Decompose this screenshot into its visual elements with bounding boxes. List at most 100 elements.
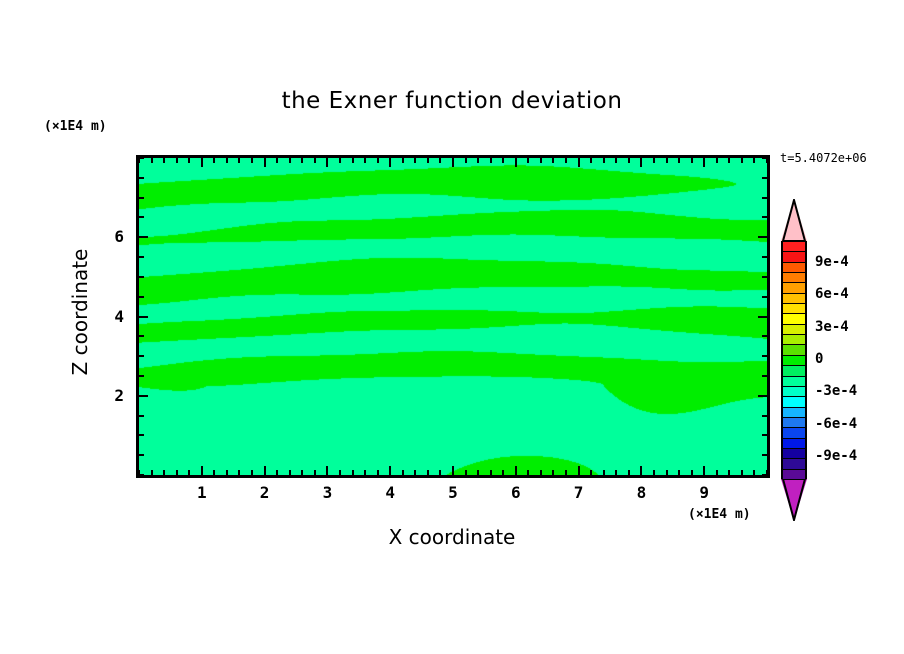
y-tick-minor-right bbox=[762, 296, 767, 298]
x-tick-major-top bbox=[389, 158, 391, 167]
y-tick-minor bbox=[139, 335, 144, 337]
colorbar-tick-label: 6e-4 bbox=[815, 286, 849, 303]
x-tick-minor-top bbox=[502, 158, 504, 163]
y-tick-minor bbox=[139, 197, 144, 199]
x-tick-minor bbox=[427, 470, 429, 475]
colorbar-tick-label: -3e-4 bbox=[815, 383, 858, 400]
x-tick-minor bbox=[377, 470, 379, 475]
x-tick-minor bbox=[402, 470, 404, 475]
x-tick-minor-top bbox=[603, 158, 605, 163]
x-tick-minor bbox=[176, 470, 178, 475]
y-tick-major bbox=[139, 395, 148, 397]
x-tick-major-top bbox=[578, 158, 580, 167]
x-tick-minor bbox=[151, 470, 153, 475]
x-tick-minor bbox=[766, 470, 768, 475]
y-tick-minor-right bbox=[762, 454, 767, 456]
x-tick-label: 3 bbox=[322, 483, 333, 502]
x-tick-minor-top bbox=[301, 158, 303, 163]
x-tick-minor bbox=[490, 470, 492, 475]
y-axis-title: Z coordinate bbox=[68, 248, 92, 376]
x-tick-minor bbox=[301, 470, 303, 475]
x-tick-label: 9 bbox=[699, 483, 709, 502]
x-tick-minor-top bbox=[691, 158, 693, 163]
x-tick-label: 8 bbox=[636, 483, 647, 502]
y-tick-minor bbox=[139, 355, 144, 357]
x-tick-minor bbox=[615, 470, 617, 475]
x-tick-minor bbox=[691, 470, 693, 475]
x-tick-minor bbox=[666, 470, 668, 475]
y-tick-label: 4 bbox=[114, 306, 124, 326]
y-tick-minor-right bbox=[762, 415, 767, 417]
y-tick-minor-right bbox=[762, 375, 767, 377]
x-tick-minor bbox=[352, 470, 354, 475]
x-tick-minor-top bbox=[741, 158, 743, 163]
x-tick-minor-top bbox=[615, 158, 617, 163]
x-tick-label: 5 bbox=[448, 483, 458, 502]
x-tick-minor-top bbox=[289, 158, 291, 163]
y-tick-major bbox=[139, 316, 148, 318]
x-tick-minor-top bbox=[628, 158, 630, 163]
x-tick-major-top bbox=[515, 158, 517, 167]
y-tick-minor bbox=[139, 454, 144, 456]
x-tick-minor-top bbox=[377, 158, 379, 163]
y-tick-minor-right bbox=[762, 434, 767, 436]
x-tick-label: 7 bbox=[573, 483, 584, 502]
x-tick-major-top bbox=[201, 158, 203, 167]
x-tick-minor bbox=[238, 470, 240, 475]
y-tick-label: 6 bbox=[114, 227, 124, 247]
x-tick-minor-top bbox=[238, 158, 240, 163]
x-tick-minor bbox=[565, 470, 567, 475]
time-annotation: t=5.4072e+06 bbox=[780, 151, 867, 165]
y-tick-minor-right bbox=[762, 355, 767, 357]
x-tick-minor-top bbox=[465, 158, 467, 163]
y-tick-minor bbox=[139, 216, 144, 218]
x-tick-minor bbox=[603, 470, 605, 475]
x-tick-minor-top bbox=[314, 158, 316, 163]
y-tick-minor bbox=[139, 256, 144, 258]
x-tick-minor-top bbox=[402, 158, 404, 163]
x-tick-major bbox=[452, 466, 454, 475]
y-tick-minor bbox=[139, 276, 144, 278]
x-tick-minor-top bbox=[565, 158, 567, 163]
colorbar-tick-label: 0 bbox=[815, 351, 824, 367]
x-tick-major bbox=[703, 466, 705, 475]
y-tick-major bbox=[139, 236, 148, 238]
x-tick-minor-top bbox=[552, 158, 554, 163]
x-tick-minor-top bbox=[251, 158, 253, 163]
y-tick-major-right bbox=[758, 316, 767, 318]
y-tick-minor bbox=[139, 474, 144, 476]
x-tick-minor-top bbox=[276, 158, 278, 163]
x-tick-minor-top bbox=[339, 158, 341, 163]
x-tick-minor-top bbox=[766, 158, 768, 163]
x-tick-minor-top bbox=[653, 158, 655, 163]
x-tick-major bbox=[201, 466, 203, 475]
x-tick-major bbox=[578, 466, 580, 475]
y-tick-minor-right bbox=[762, 197, 767, 199]
x-tick-minor bbox=[753, 470, 755, 475]
y-tick-minor bbox=[139, 177, 144, 179]
x-tick-minor-top bbox=[364, 158, 366, 163]
x-tick-minor bbox=[540, 470, 542, 475]
y-tick-major-right bbox=[758, 395, 767, 397]
x-tick-minor-top bbox=[728, 158, 730, 163]
x-tick-minor-top bbox=[163, 158, 165, 163]
x-tick-label: 6 bbox=[510, 483, 521, 502]
x-tick-minor-top bbox=[427, 158, 429, 163]
contour-plot-area bbox=[136, 155, 770, 478]
x-tick-minor-top bbox=[590, 158, 592, 163]
colorbar-tick-label: 3e-4 bbox=[815, 318, 849, 335]
colorbar-tick-label: -6e-4 bbox=[815, 415, 858, 432]
x-tick-major bbox=[389, 466, 391, 475]
x-tick-major bbox=[640, 466, 642, 475]
x-tick-minor-top bbox=[352, 158, 354, 163]
y-tick-minor bbox=[139, 157, 144, 159]
colorbar-tick-label: 9e-4 bbox=[815, 253, 849, 270]
x-tick-minor-top bbox=[477, 158, 479, 163]
x-tick-minor-top bbox=[176, 158, 178, 163]
x-axis-unit-label: (×1E4 m) bbox=[688, 507, 751, 522]
colorbar bbox=[781, 196, 807, 524]
x-tick-minor-top bbox=[439, 158, 441, 163]
x-tick-minor bbox=[276, 470, 278, 475]
x-tick-minor-top bbox=[414, 158, 416, 163]
